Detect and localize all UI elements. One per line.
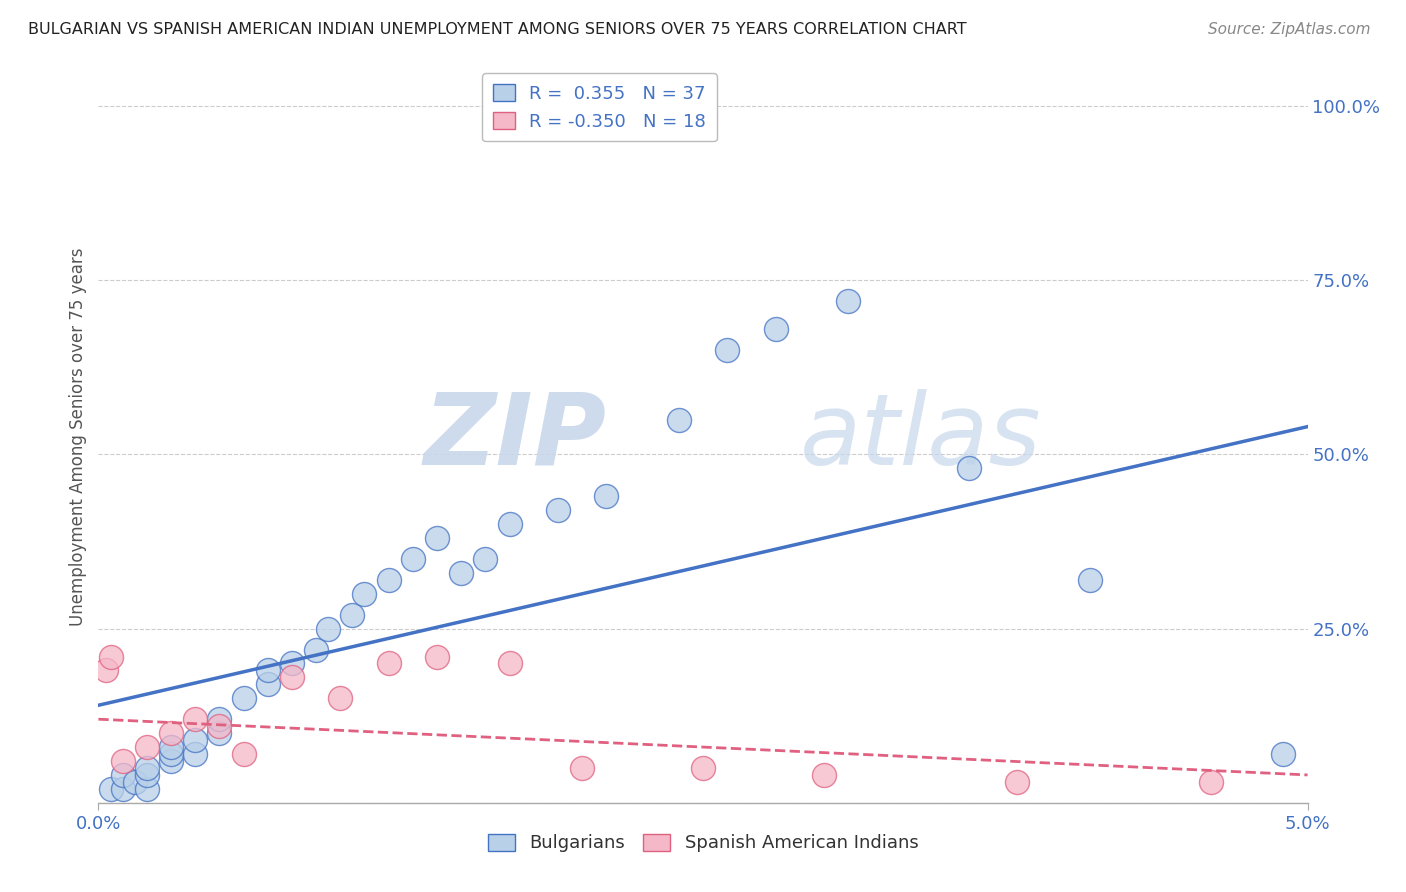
Point bbox=[1007, 775, 1029, 789]
Point bbox=[160, 726, 183, 740]
Point bbox=[232, 747, 254, 761]
Legend: Bulgarians, Spanish American Indians: Bulgarians, Spanish American Indians bbox=[481, 826, 925, 860]
Point bbox=[837, 294, 859, 309]
Point bbox=[813, 768, 835, 782]
Point bbox=[94, 664, 117, 678]
Point bbox=[135, 761, 157, 775]
Point bbox=[111, 781, 134, 796]
Point bbox=[232, 691, 254, 706]
Point bbox=[595, 489, 617, 503]
Point bbox=[135, 781, 157, 796]
Point bbox=[208, 712, 231, 726]
Point bbox=[124, 775, 146, 789]
Point bbox=[716, 343, 738, 357]
Point bbox=[957, 461, 980, 475]
Point bbox=[160, 740, 183, 755]
Point bbox=[281, 670, 304, 684]
Point bbox=[1272, 747, 1295, 761]
Point bbox=[208, 726, 231, 740]
Point bbox=[208, 719, 231, 733]
Text: atlas: atlas bbox=[800, 389, 1042, 485]
Point bbox=[668, 412, 690, 426]
Point bbox=[111, 768, 134, 782]
Point bbox=[377, 657, 399, 671]
Point bbox=[426, 649, 449, 664]
Text: Source: ZipAtlas.com: Source: ZipAtlas.com bbox=[1208, 22, 1371, 37]
Point bbox=[498, 657, 520, 671]
Text: ZIP: ZIP bbox=[423, 389, 606, 485]
Text: BULGARIAN VS SPANISH AMERICAN INDIAN UNEMPLOYMENT AMONG SENIORS OVER 75 YEARS CO: BULGARIAN VS SPANISH AMERICAN INDIAN UNE… bbox=[28, 22, 967, 37]
Point bbox=[184, 733, 207, 747]
Point bbox=[305, 642, 328, 657]
Point bbox=[135, 768, 157, 782]
Point bbox=[100, 649, 122, 664]
Point bbox=[316, 622, 339, 636]
Point bbox=[1078, 573, 1101, 587]
Point bbox=[184, 712, 207, 726]
Point bbox=[111, 754, 134, 768]
Point bbox=[160, 747, 183, 761]
Point bbox=[353, 587, 375, 601]
Point bbox=[547, 503, 569, 517]
Point bbox=[498, 517, 520, 532]
Point bbox=[426, 531, 449, 545]
Point bbox=[571, 761, 593, 775]
Point bbox=[256, 664, 278, 678]
Point bbox=[474, 552, 496, 566]
Point bbox=[256, 677, 278, 691]
Point bbox=[1199, 775, 1222, 789]
Y-axis label: Unemployment Among Seniors over 75 years: Unemployment Among Seniors over 75 years bbox=[69, 248, 87, 626]
Point bbox=[329, 691, 352, 706]
Point bbox=[377, 573, 399, 587]
Point bbox=[135, 740, 157, 755]
Point bbox=[450, 566, 472, 580]
Point bbox=[160, 754, 183, 768]
Point bbox=[692, 761, 714, 775]
Point bbox=[281, 657, 304, 671]
Point bbox=[402, 552, 425, 566]
Point bbox=[100, 781, 122, 796]
Point bbox=[342, 607, 364, 622]
Point bbox=[184, 747, 207, 761]
Point bbox=[765, 322, 787, 336]
